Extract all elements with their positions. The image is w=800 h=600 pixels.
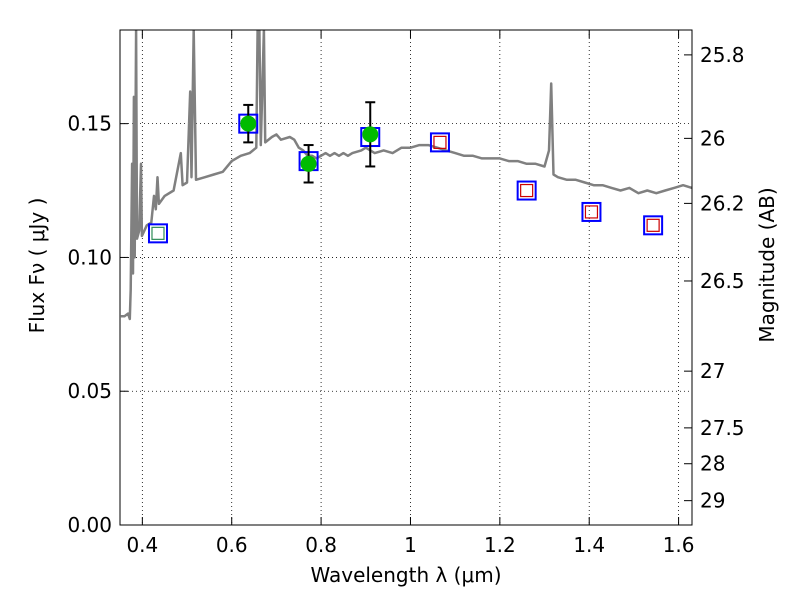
mag-tick-label: 25.8: [700, 43, 745, 67]
y-axis-title: Flux Fν ( μJy ): [25, 198, 49, 334]
mag-tick-label: 26: [700, 126, 725, 150]
spectrum-layer: [120, 30, 692, 321]
y-tick-label: 0.15: [67, 112, 112, 136]
model-flux-square: [643, 215, 664, 236]
x-axis: 0.4 0.6 0.8 1 1.2 1.4 1.6: [126, 30, 695, 557]
mag-tick-label: 27: [700, 359, 725, 383]
y-tick-label: 0.05: [67, 379, 112, 403]
y-axis-flux: 0.00 0.05 0.10 0.15: [67, 112, 128, 537]
y2-axis-title: Magnitude (AB): [755, 187, 779, 342]
grid: [120, 30, 692, 526]
mag-tick-label: 27.5: [700, 416, 745, 440]
mag-tick-label: 26.5: [700, 269, 745, 293]
photometry-markers: [147, 101, 664, 244]
model-flux-square: [147, 223, 168, 244]
upper-limit-square: [646, 218, 660, 232]
model-flux-square: [516, 180, 537, 201]
mag-tick-label: 29: [700, 489, 725, 513]
spectrum-line: [120, 30, 692, 321]
upper-limit-square: [520, 183, 534, 198]
plot-frame: [119, 29, 693, 526]
detection-point: [240, 115, 257, 132]
x-axis-title: Wavelength λ (μm): [310, 563, 501, 587]
model-flux-square: [429, 132, 450, 153]
x-tick-label: 0.4: [126, 533, 158, 557]
y-tick-label: 0.10: [67, 245, 112, 269]
mag-tick-label: 26.2: [700, 191, 745, 215]
x-tick-label: 1: [404, 533, 417, 557]
upper-limit-square: [433, 135, 447, 149]
x-tick-label: 0.8: [305, 533, 337, 557]
detection-point: [362, 126, 379, 143]
y-axis-magnitude: 25.8 26 26.2 26.5 27 27.5 28 29: [684, 43, 745, 513]
upper-limit-square: [584, 205, 599, 219]
x-tick-label: 1.6: [663, 533, 695, 557]
x-tick-label: 0.6: [216, 533, 248, 557]
mag-tick-label: 28: [700, 452, 725, 476]
y-tick-label: 0.00: [67, 513, 112, 537]
x-tick-label: 1.4: [573, 533, 605, 557]
detection-point: [300, 155, 317, 172]
model-flux-square: [581, 201, 602, 222]
x-tick-label: 1.2: [484, 533, 516, 557]
upper-limit-square: [151, 226, 165, 240]
